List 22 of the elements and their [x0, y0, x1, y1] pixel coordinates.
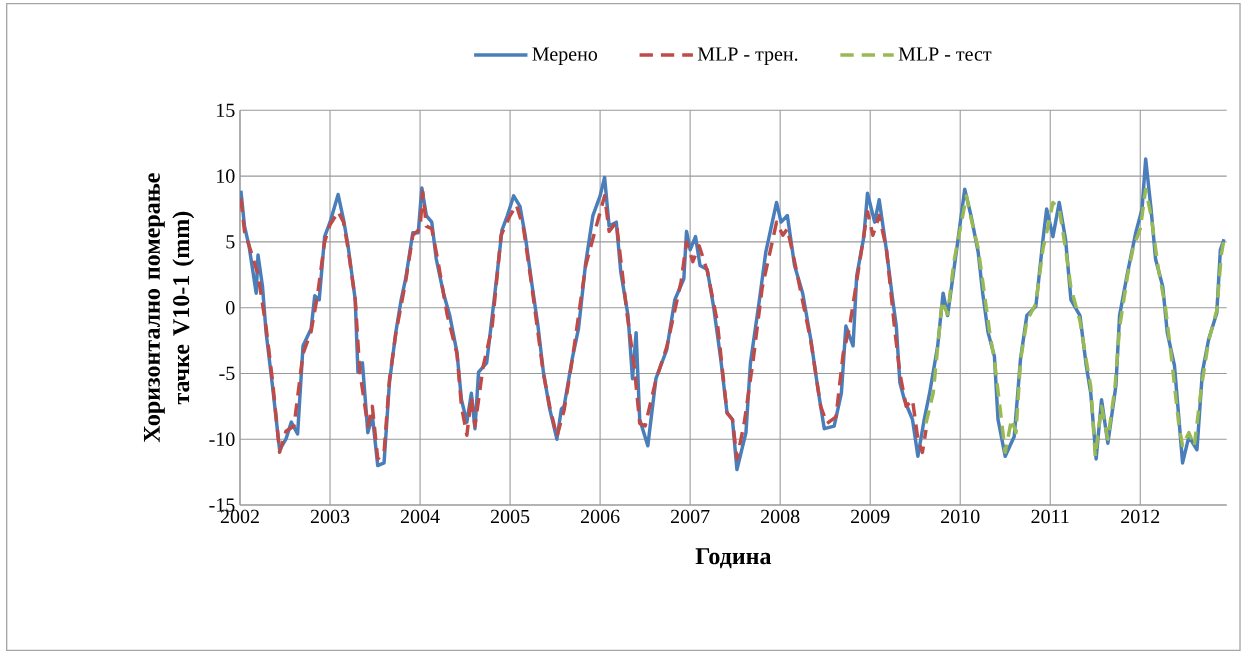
- legend-label: Мерено: [532, 47, 598, 65]
- x-tick-label: 2012: [1121, 509, 1160, 524]
- y-tick-label: -10: [209, 432, 235, 446]
- legend-label: MLP - трен.: [697, 47, 798, 65]
- x-tick-label: 2003: [310, 509, 350, 524]
- y-tick-label: 10: [217, 169, 235, 183]
- x-tick-label: 2009: [851, 509, 890, 524]
- y-tick-label: 0: [226, 300, 235, 315]
- legend-label: MLP - тест: [898, 47, 992, 61]
- x-tick-label: 2004: [400, 509, 440, 524]
- x-tick-label: 2011: [1031, 509, 1069, 524]
- x-tick-label: 2005: [490, 509, 530, 524]
- y-tick-label: 5: [226, 235, 235, 249]
- y-axis-title: Хоризонтално померање тачке V10-1 (mm): [143, 173, 195, 443]
- x-tick-label: 2007: [671, 509, 710, 524]
- y-tick-label: 15: [217, 103, 235, 118]
- y-tick-label: -5: [219, 366, 235, 381]
- x-tick-label: 2006: [580, 509, 620, 524]
- x-tick-label: 2008: [761, 509, 800, 524]
- x-tick-label: 2010: [941, 509, 980, 524]
- line-series: [240, 190, 928, 461]
- x-axis-title: Година: [695, 548, 772, 569]
